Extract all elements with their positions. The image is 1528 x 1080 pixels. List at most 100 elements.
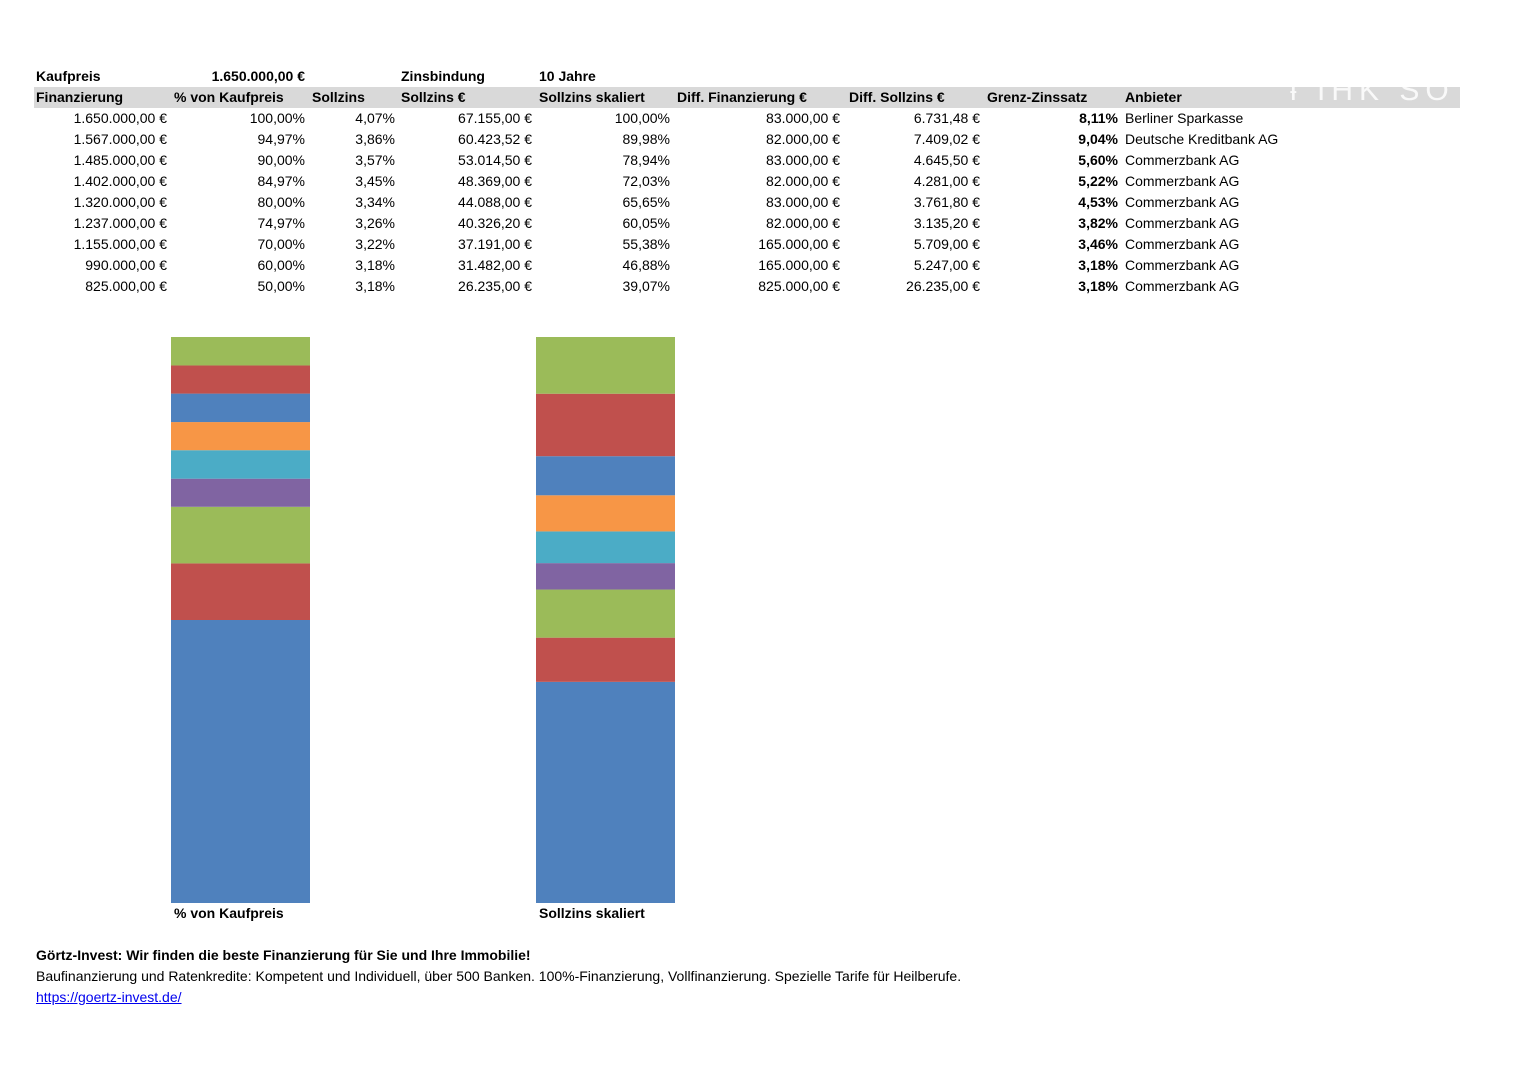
cell-prozent-kaufpreis: 80,00% (257, 194, 305, 210)
column-header-sollzins: Sollzins (312, 89, 365, 105)
cell-anbieter: Commerzbank AG (1125, 215, 1240, 231)
cell-diff-sollzins: 6.731,48 € (913, 110, 980, 126)
bar-segment-sollzins-1 (536, 637, 675, 682)
cell-finanzierung: 1.402.000,00 € (73, 173, 167, 189)
bar-segment-sollzins-3 (536, 563, 675, 590)
bar-segment-kaufpreis-1 (171, 563, 310, 620)
footer-headline: Görtz-Invest: Wir finden die beste Finan… (36, 947, 531, 963)
cell-sollzins: 3,18% (355, 257, 395, 273)
bar-segment-sollzins-0 (536, 681, 675, 903)
cell-anbieter: Commerzbank AG (1125, 152, 1240, 168)
website-link[interactable]: https://goertz-invest.de/ (36, 989, 182, 1005)
footer-description: Baufinanzierung und Ratenkredite: Kompet… (36, 968, 962, 984)
cell-prozent-kaufpreis: 94,97% (257, 131, 305, 147)
cell-diff-sollzins: 26.235,00 € (906, 278, 980, 294)
cell-prozent-kaufpreis: 60,00% (257, 257, 305, 273)
cell-diff-sollzins: 5.709,00 € (913, 236, 980, 252)
cell-sollzins-eur: 53.014,50 € (458, 152, 532, 168)
cell-finanzierung: 1.237.000,00 € (73, 215, 167, 231)
cell-sollzins-eur: 40.326,20 € (458, 215, 532, 231)
cell-sollzins-eur: 48.369,00 € (458, 173, 532, 189)
cell-sollzins-skaliert: 78,94% (622, 152, 670, 168)
cell-finanzierung: 1.155.000,00 € (73, 236, 167, 252)
cell-finanzierung: 1.567.000,00 € (73, 131, 167, 147)
cell-anbieter: Commerzbank AG (1125, 257, 1240, 273)
cell-diff-finanzierung: 83.000,00 € (766, 110, 840, 126)
cell-diff-finanzierung: 165.000,00 € (758, 236, 840, 252)
cell-diff-finanzierung: 82.000,00 € (766, 215, 840, 231)
cell-diff-finanzierung: 82.000,00 € (766, 173, 840, 189)
bar-segment-sollzins-2 (536, 589, 675, 638)
cell-sollzins: 4,07% (355, 110, 395, 126)
bar-segment-kaufpreis-3 (171, 478, 310, 507)
cell-diff-finanzierung: 82.000,00 € (766, 131, 840, 147)
cell-grenz-zinssatz: 5,60% (1078, 152, 1118, 168)
cell-prozent-kaufpreis: 50,00% (257, 278, 305, 294)
cell-sollzins-skaliert: 55,38% (622, 236, 670, 252)
column-header-anbieter: Anbieter (1125, 89, 1182, 105)
bar-segment-sollzins-7 (536, 393, 675, 457)
cell-grenz-zinssatz: 3,82% (1078, 215, 1118, 231)
cell-sollzins-skaliert: 39,07% (622, 278, 670, 294)
cell-diff-sollzins: 3.135,20 € (913, 215, 980, 231)
cell-diff-sollzins: 5.247,00 € (913, 257, 980, 273)
cell-finanzierung: 1.320.000,00 € (73, 194, 167, 210)
category-label-kaufpreis: % von Kaufpreis (174, 905, 284, 921)
cell-grenz-zinssatz: 9,04% (1078, 131, 1118, 147)
table-row: 1.402.000,00 € 84,97% 3,45% 48.369,00 € 72,0… (34, 171, 1460, 192)
table-row: 1.567.000,00 € 94,97% 3,86% 60.423,52 € 89,9… (34, 129, 1460, 150)
cell-sollzins-eur: 37.191,00 € (458, 236, 532, 252)
cell-anbieter: Deutsche Kreditbank AG (1125, 131, 1279, 147)
cell-diff-finanzierung: 825.000,00 € (758, 278, 840, 294)
cell-prozent-kaufpreis: 74,97% (257, 215, 305, 231)
bar-segment-kaufpreis-6 (171, 393, 310, 423)
kaufpreis-value: 1.650.000,00 € (211, 68, 305, 84)
bar-segment-sollzins-5 (536, 495, 675, 532)
cell-sollzins-eur: 60.423,52 € (458, 131, 532, 147)
cell-diff-finanzierung: 83.000,00 € (766, 152, 840, 168)
column-header-diff-finanzierung: Diff. Finanzierung € (677, 89, 807, 105)
cell-finanzierung: 990.000,00 € (85, 257, 167, 273)
bar-segment-sollzins-6 (536, 456, 675, 496)
cell-anbieter: Commerzbank AG (1125, 194, 1240, 210)
cell-grenz-zinssatz: 8,11% (1079, 110, 1118, 126)
cell-sollzins-eur: 67.155,00 € (458, 110, 532, 126)
cell-finanzierung: 1.485.000,00 € (73, 152, 167, 168)
cell-diff-finanzierung: 83.000,00 € (766, 194, 840, 210)
bar-segment-kaufpreis-8 (171, 337, 310, 366)
table-row: 825.000,00 € 50,00% 3,18% 26.235,00 € 39,07%… (34, 276, 1460, 297)
cell-sollzins-skaliert: 60,05% (622, 215, 670, 231)
cell-sollzins: 3,45% (355, 173, 395, 189)
cell-grenz-zinssatz: 3,46% (1078, 236, 1118, 252)
cell-anbieter: Berliner Sparkasse (1125, 110, 1244, 126)
cell-diff-sollzins: 4.645,50 € (913, 152, 980, 168)
cell-sollzins: 3,34% (355, 194, 395, 210)
cell-diff-sollzins: 3.761,80 € (913, 194, 980, 210)
table-row: 990.000,00 € 60,00% 3,18% 31.482,00 € 46,88%… (34, 255, 1460, 276)
cell-prozent-kaufpreis: 100,00% (249, 110, 305, 126)
column-header-prozent-kaufpreis: % von Kaufpreis (174, 89, 284, 105)
cell-sollzins-skaliert: 46,88% (622, 257, 670, 273)
cell-sollzins: 3,57% (355, 152, 395, 168)
bar-segment-sollzins-8 (536, 337, 675, 394)
cell-sollzins: 3,86% (355, 131, 395, 147)
kaufpreis-label: Kaufpreis (36, 68, 101, 84)
cell-prozent-kaufpreis: 70,00% (257, 236, 305, 252)
cell-sollzins-eur: 44.088,00 € (458, 194, 532, 210)
zinsbindung-label: Zinsbindung (401, 68, 485, 84)
cell-finanzierung: 1.650.000,00 € (73, 110, 167, 126)
column-header-finanzierung: Finanzierung (36, 89, 124, 105)
cell-finanzierung: 825.000,00 € (85, 278, 167, 294)
table-row: 1.650.000,00 € 100,00% 4,07% 67.155,00 € 100… (34, 108, 1460, 129)
cell-anbieter: Commerzbank AG (1125, 173, 1240, 189)
cell-sollzins-skaliert: 100,00% (614, 110, 670, 126)
column-header-sollzins-eur: Sollzins € (401, 89, 466, 105)
table-row: 1.155.000,00 € 70,00% 3,22% 37.191,00 € 55,3… (34, 234, 1460, 255)
cell-prozent-kaufpreis: 90,00% (257, 152, 305, 168)
cell-sollzins-skaliert: 72,03% (622, 173, 670, 189)
table-row: 1.237.000,00 € 74,97% 3,26% 40.326,20 € 60,0… (34, 213, 1460, 234)
bar-segment-kaufpreis-5 (171, 422, 310, 451)
column-header-diff-sollzins: Diff. Sollzins € (849, 89, 945, 105)
bar-segment-sollzins-4 (536, 531, 675, 564)
